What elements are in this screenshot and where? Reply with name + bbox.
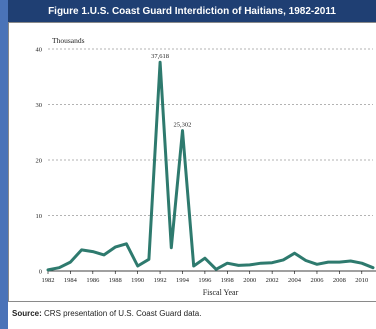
y-tick-label: 20 [36, 158, 43, 165]
series-line [46, 60, 375, 272]
data-label: 37,618 [151, 53, 169, 60]
left-accent-bar [0, 0, 8, 329]
figure-title: Figure 1.U.S. Coast Guard Interdiction o… [8, 0, 376, 22]
y-tick-label: 30 [36, 102, 43, 109]
x-tick-label: 1986 [86, 277, 100, 284]
x-tick-label: 1990 [131, 277, 144, 284]
x-tick-label: 1992 [154, 277, 167, 284]
chart-frame [8, 22, 376, 302]
x-tick-label: 2004 [288, 277, 302, 284]
y-tick-label: 40 [36, 47, 43, 54]
x-tick-label: 2002 [266, 277, 279, 284]
source-label: Source: [12, 309, 42, 318]
x-tick-label: 1998 [221, 277, 234, 284]
x-tick-label: 2006 [310, 277, 324, 284]
x-tick-label: 1982 [42, 277, 55, 284]
x-tick-label: 1994 [176, 277, 190, 284]
source-note: Source: CRS presentation of U.S. Coast G… [12, 309, 201, 318]
data-label: 25,302 [174, 122, 192, 129]
source-text: CRS presentation of U.S. Coast Guard dat… [44, 309, 202, 318]
x-axis-label: Fiscal Year [203, 288, 239, 297]
x-tick-label: 1988 [109, 277, 122, 284]
x-tick-label: 1984 [64, 277, 78, 284]
y-tick-label: 0 [39, 269, 42, 276]
x-tick-label: 2010 [355, 277, 368, 284]
x-tick-label: 2008 [333, 277, 346, 284]
x-tick-label: 1996 [198, 277, 212, 284]
line-chart: 0 10 20 30 40 1982 1984 1986 1988 1990 1992 1994 199… [36, 36, 376, 297]
y-tick-label: 10 [36, 213, 43, 220]
x-tick-label: 2000 [243, 277, 256, 284]
y-axis-label: Thousands [52, 36, 85, 45]
